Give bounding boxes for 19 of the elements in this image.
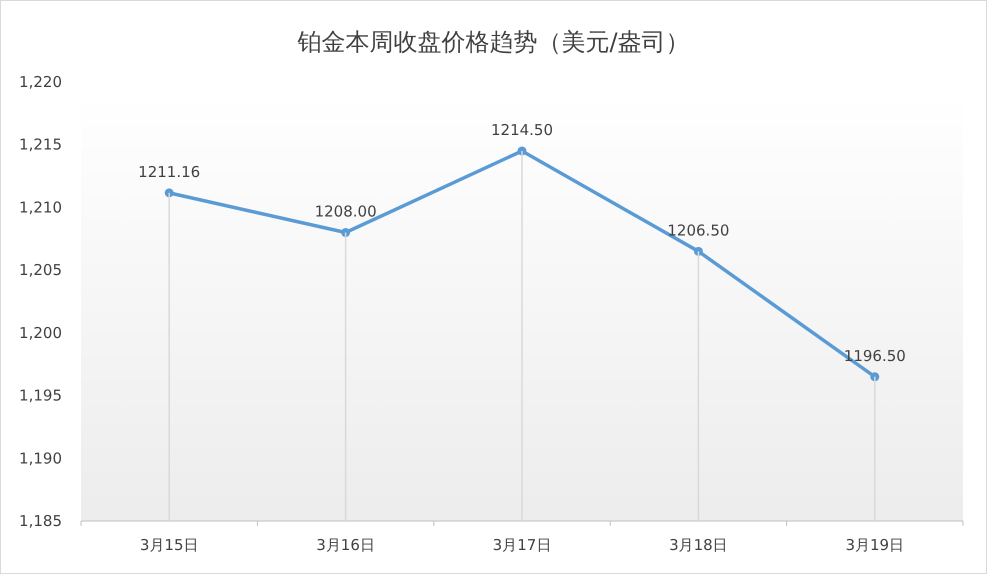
- data-label: 1208.00: [314, 202, 377, 221]
- y-tick-label: 1,200: [19, 324, 62, 342]
- x-tick-label: 3月19日: [845, 536, 904, 554]
- x-tick-label: 3月16日: [316, 536, 375, 554]
- data-label: 1211.16: [138, 162, 200, 181]
- y-tick-label: 1,190: [19, 449, 62, 468]
- y-tick-label: 1,205: [19, 261, 62, 280]
- y-tick-label: 1,185: [19, 512, 62, 530]
- y-tick-label: 1,220: [19, 73, 62, 91]
- y-tick-label: 1,215: [19, 136, 62, 154]
- title: 铂金本周收盘价格趋势（美元/盎司）: [297, 28, 690, 56]
- x-tick-label: 3月15日: [140, 536, 199, 554]
- data-label: 1196.50: [844, 346, 906, 365]
- x-tick-label: 3月18日: [669, 536, 728, 554]
- data-label: 1214.50: [490, 120, 554, 139]
- y-tick-label: 1,195: [19, 386, 62, 405]
- y-tick-label: 1,210: [19, 198, 62, 216]
- data-label: 1206.50: [667, 221, 730, 240]
- x-tick-label: 3月17日: [492, 536, 552, 554]
